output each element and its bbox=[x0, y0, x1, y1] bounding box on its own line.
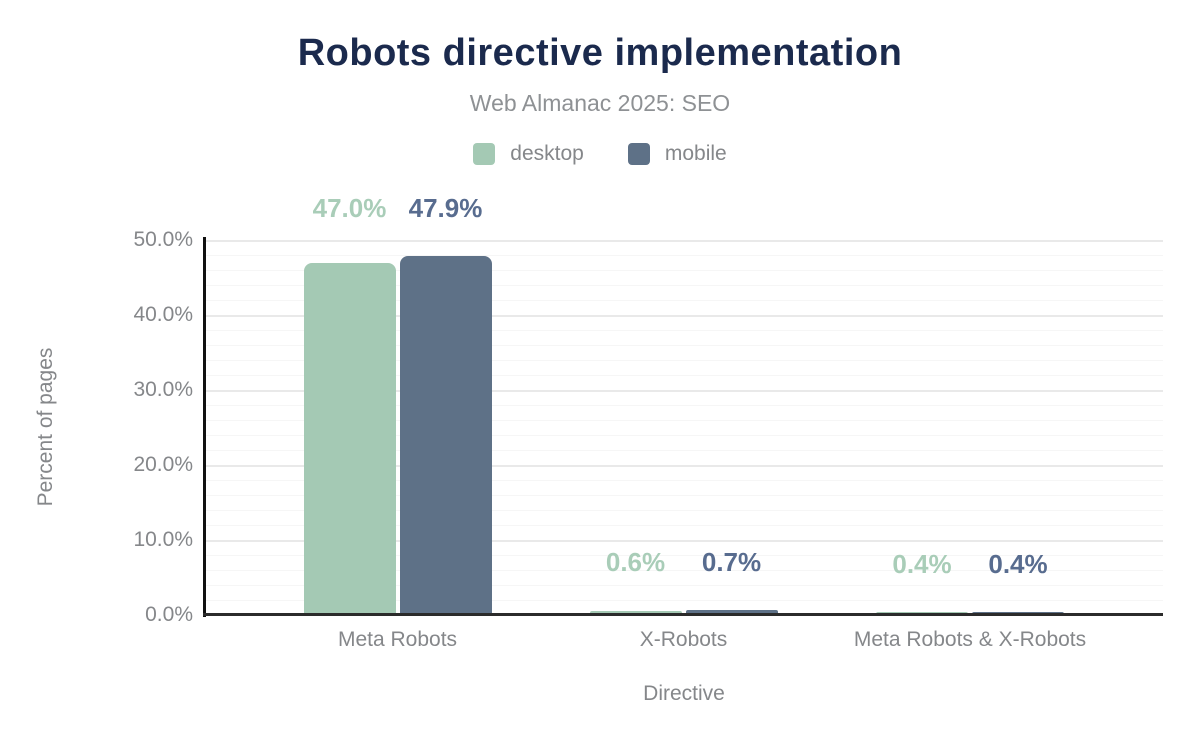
gridline-major bbox=[205, 540, 1163, 542]
gridline-minor bbox=[205, 555, 1163, 556]
gridline-major bbox=[205, 315, 1163, 317]
gridline-major bbox=[205, 390, 1163, 392]
legend-item-desktop[interactable]: desktop bbox=[473, 142, 584, 166]
y-tick-label-50-0pct: 50.0% bbox=[133, 228, 193, 251]
gridline-minor bbox=[205, 525, 1163, 526]
gridline-major bbox=[205, 465, 1163, 467]
gridline-minor bbox=[205, 405, 1163, 406]
gridline-major bbox=[205, 240, 1163, 242]
plot-area bbox=[205, 240, 1163, 615]
bar-desktop-x-robots[interactable] bbox=[589, 610, 682, 615]
value-label-mobile-meta-robots: 47.9% bbox=[408, 192, 483, 223]
gridline-minor bbox=[205, 255, 1163, 256]
gridline-minor bbox=[205, 360, 1163, 361]
y-tick-label-10-0pct: 10.0% bbox=[133, 528, 193, 551]
gridline-minor bbox=[205, 420, 1163, 421]
bar-mobile-meta-robots[interactable] bbox=[399, 255, 492, 615]
y-tick-label-0-0pct: 0.0% bbox=[145, 603, 193, 626]
gridline-minor bbox=[205, 330, 1163, 331]
legend-swatch-mobile bbox=[627, 143, 650, 165]
gridline-minor bbox=[205, 435, 1163, 436]
x-axis-line bbox=[203, 613, 1163, 616]
gridline-minor bbox=[205, 600, 1163, 601]
legend-swatch-desktop bbox=[473, 143, 496, 165]
gridline-minor bbox=[205, 480, 1163, 481]
gridline-minor bbox=[205, 345, 1163, 346]
y-tick-label-20-0pct: 20.0% bbox=[133, 453, 193, 476]
gridline-minor bbox=[205, 570, 1163, 571]
value-label-desktop-meta-robots: 47.0% bbox=[312, 192, 387, 223]
legend-label-desktop: desktop bbox=[510, 142, 584, 165]
y-tick-label-30-0pct: 30.0% bbox=[133, 378, 193, 401]
bar-desktop-meta-robots[interactable] bbox=[303, 262, 396, 615]
gridline-minor bbox=[205, 300, 1163, 301]
bar-mobile-x-robots[interactable] bbox=[685, 609, 778, 615]
y-tick-label-40-0pct: 40.0% bbox=[133, 303, 193, 326]
legend-label-mobile: mobile bbox=[664, 142, 727, 165]
legend: desktop mobile bbox=[0, 142, 1200, 166]
category-label-meta-robots-x-robots: Meta Robots & X-Robots bbox=[853, 628, 1087, 651]
gridline-minor bbox=[205, 495, 1163, 496]
category-label-meta-robots: Meta Robots bbox=[337, 628, 458, 651]
gridline-minor bbox=[205, 270, 1163, 271]
gridline-minor bbox=[205, 450, 1163, 451]
x-axis-title: Directive bbox=[643, 682, 725, 705]
legend-item-mobile[interactable]: mobile bbox=[627, 142, 727, 166]
y-axis-line bbox=[203, 237, 206, 617]
category-label-x-robots: X-Robots bbox=[639, 628, 728, 651]
y-axis-title: Percent of pages bbox=[34, 347, 57, 507]
gridline-minor bbox=[205, 285, 1163, 286]
gridline-minor bbox=[205, 375, 1163, 376]
chart-subtitle: Web Almanac 2025: SEO bbox=[469, 90, 731, 116]
gridline-minor bbox=[205, 510, 1163, 511]
chart-title: Robots directive implementation bbox=[297, 32, 903, 74]
gridline-minor bbox=[205, 585, 1163, 586]
